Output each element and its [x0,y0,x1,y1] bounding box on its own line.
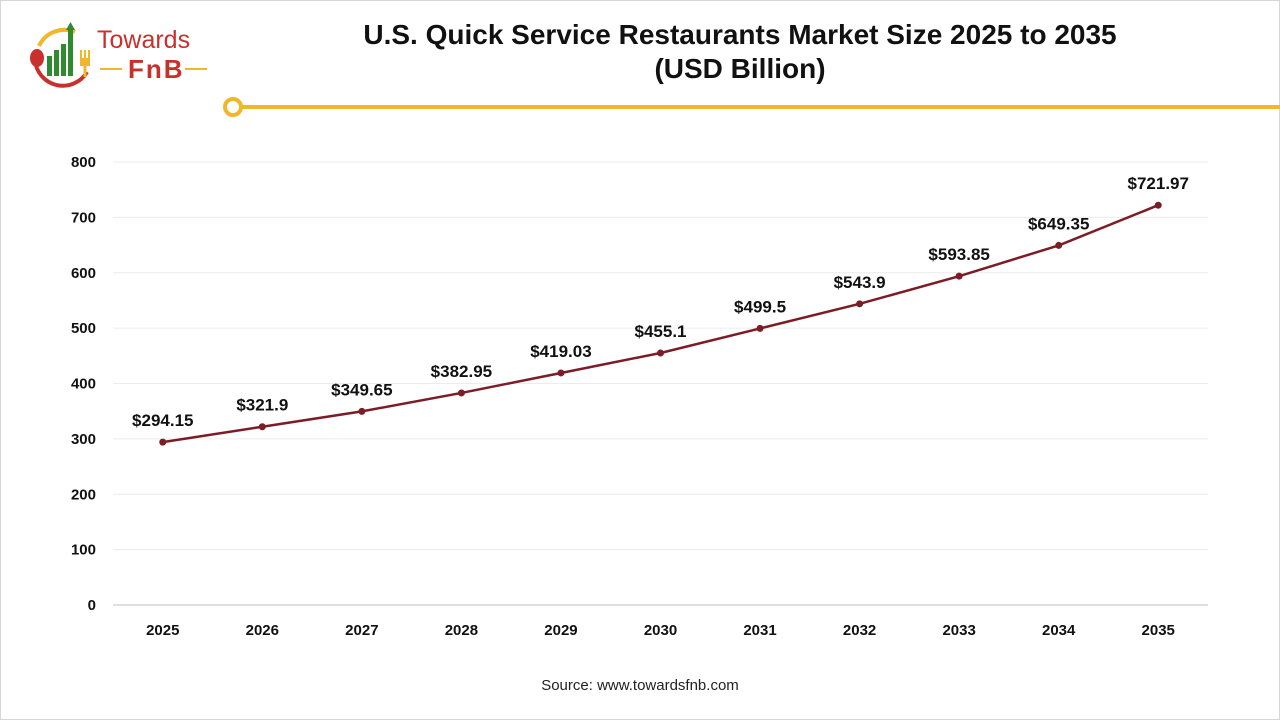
x-tick-label: 2026 [246,622,279,639]
data-label: $649.35 [1028,214,1089,233]
x-tick-label: 2030 [644,622,677,639]
x-tick-label: 2033 [942,622,975,639]
x-tick-label: 2028 [445,622,478,639]
y-tick-label: 600 [71,265,96,282]
data-point [557,369,565,377]
data-point [159,438,167,446]
chart-title: U.S. Quick Service Restaurants Market Si… [300,18,1180,86]
data-label: $499.5 [734,297,786,316]
data-point [258,423,266,431]
data-point [756,324,764,332]
chart-title-main: U.S. Quick Service Restaurants Market Si… [363,19,1117,50]
chart-subtitle: (USD Billion) [654,53,826,84]
data-label: $543.9 [834,273,886,292]
data-point [457,389,465,397]
logo-dash-right [185,68,207,70]
x-tick-label: 2034 [1042,622,1076,639]
x-tick-label: 2031 [743,622,776,639]
data-label: $721.97 [1128,174,1189,193]
y-tick-label: 800 [71,154,96,171]
source-note: Source: www.towardsfnb.com [541,677,739,694]
logo-emblem-icon [30,22,90,88]
x-tick-label: 2025 [146,622,179,639]
data-label: $455.1 [635,322,687,341]
data-point [1154,201,1162,209]
data-label: $294.15 [132,411,193,430]
y-tick-label: 300 [71,431,96,448]
towards-fnb-logo: Towards FnB [25,20,215,90]
x-tick-label: 2032 [843,622,876,639]
data-label: $382.95 [431,362,492,381]
data-label: $593.85 [928,245,989,264]
x-tick-label: 2029 [544,622,577,639]
y-tick-label: 700 [71,209,96,226]
data-label: $321.9 [236,396,288,415]
data-point [358,407,366,415]
logo-dash-left [100,68,122,70]
data-point [657,349,664,357]
data-label: $349.65 [331,380,392,399]
data-label: $419.03 [530,342,591,361]
y-tick-label: 100 [71,542,96,559]
x-tick-label: 2035 [1142,622,1175,639]
header-rule [242,105,1280,109]
logo-text-towards: Towards [97,26,191,54]
y-tick-label: 400 [71,376,96,393]
data-point [856,300,864,308]
y-tick-label: 500 [71,320,96,337]
y-tick-label: 200 [71,486,96,503]
data-point [1055,241,1063,249]
y-tick-label: 0 [88,597,96,614]
data-point [955,272,963,280]
logo-text-fnb: FnB [128,54,185,84]
header-rule-knob [223,97,243,117]
x-tick-label: 2027 [345,622,378,639]
